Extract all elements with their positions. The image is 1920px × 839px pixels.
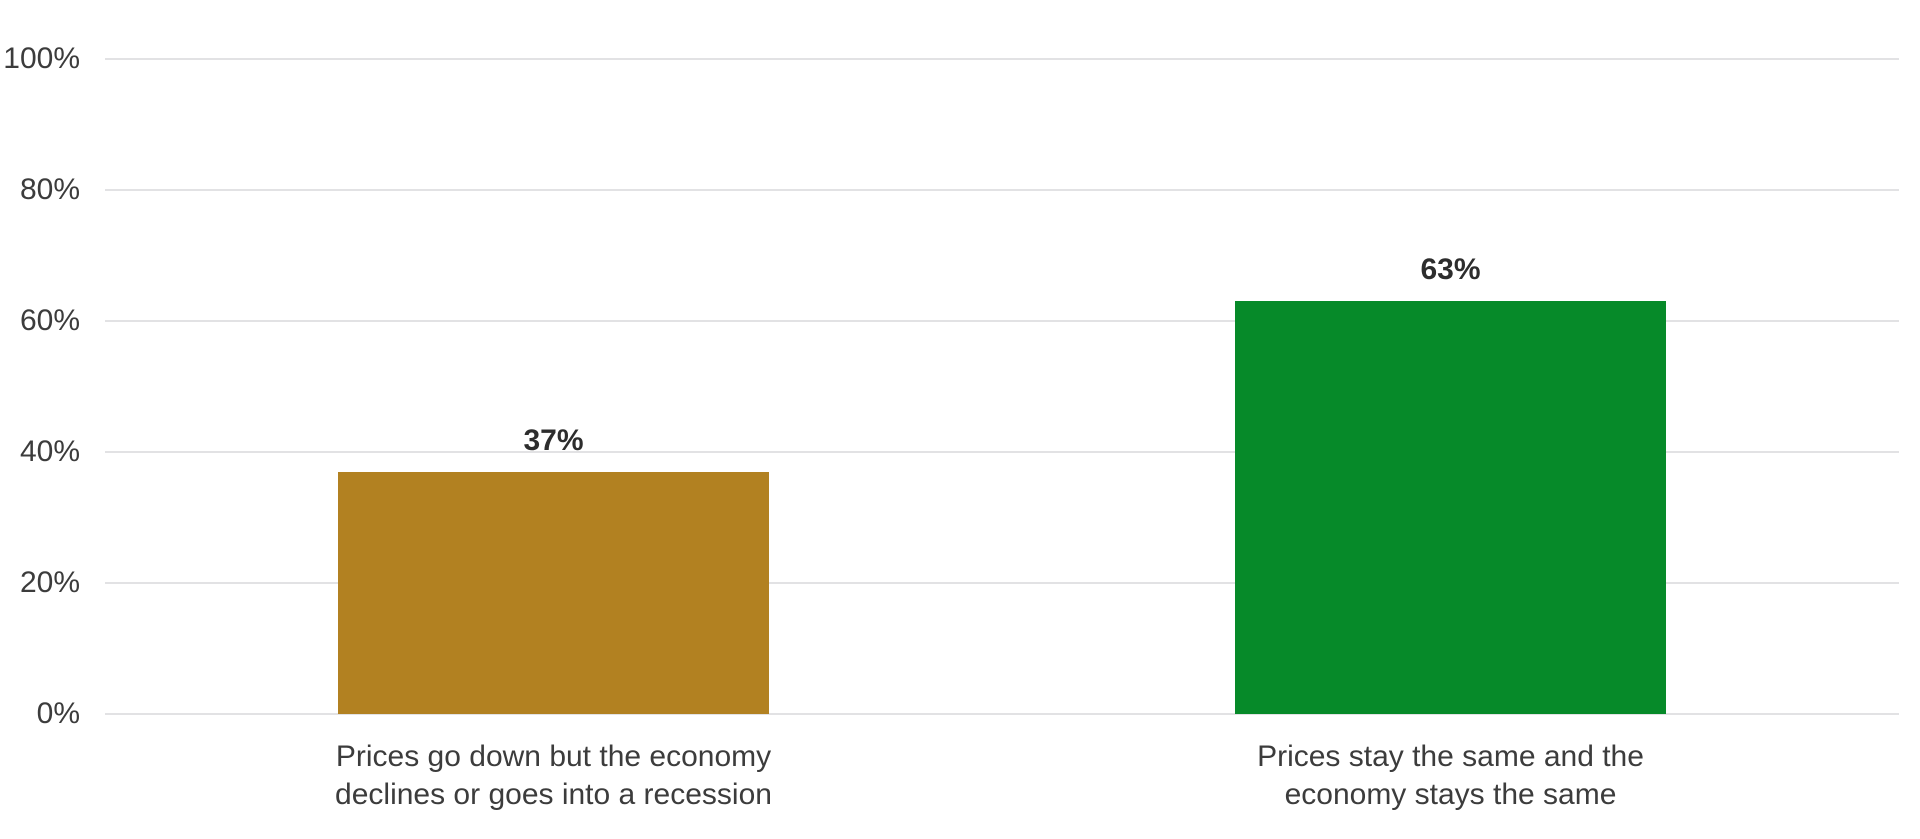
- gridline: [105, 58, 1899, 60]
- gridline: [105, 451, 1899, 453]
- category-label: Prices stay the same and the economy stay…: [1002, 738, 1899, 814]
- y-tick-label: 60%: [19, 304, 80, 337]
- bar-0: [338, 472, 769, 714]
- category-label-line: Prices stay the same and the: [1257, 740, 1644, 773]
- bar-value-label: 37%: [523, 424, 584, 457]
- gridline: [105, 320, 1899, 322]
- bar-1: [1235, 301, 1666, 714]
- category-label: Prices go down but the economy declines o…: [105, 738, 1002, 814]
- plot-area: 37% 63%: [105, 58, 1899, 715]
- y-tick-label: 0%: [36, 697, 80, 730]
- gridline: [105, 189, 1899, 191]
- category-label-line: economy stays the same: [1284, 778, 1617, 811]
- category-label-line: Prices go down but the economy: [335, 740, 772, 773]
- gridline: [105, 582, 1899, 584]
- y-tick-label: 40%: [19, 435, 80, 468]
- gridline: [105, 713, 1899, 715]
- bar-value-label: 63%: [1420, 253, 1481, 286]
- y-tick-label: 100%: [3, 42, 80, 75]
- category-label-line: declines or goes into a recession: [335, 778, 772, 811]
- y-tick-label: 80%: [19, 173, 80, 206]
- y-tick-label: 20%: [19, 566, 80, 599]
